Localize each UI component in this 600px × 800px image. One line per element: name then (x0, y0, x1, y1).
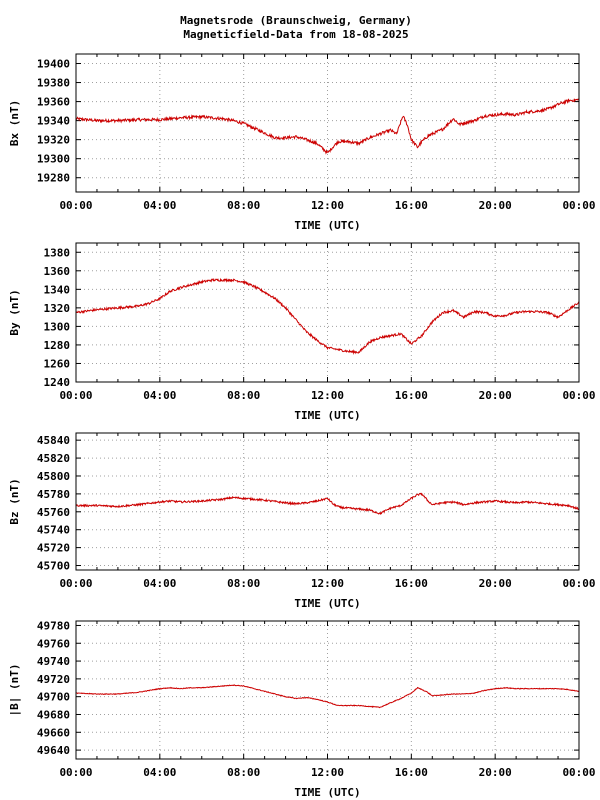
chart-panels: 00:00 04:00 08:00 12:00 16:00 20:00 00:00 19280… (8, 53, 596, 799)
panel-bx: 00:00 04:00 08:00 12:00 16:00 20:00 00:00 19280… (8, 53, 596, 232)
y-axis-label: Bz (nT) (8, 478, 21, 524)
plot-frame (75, 242, 580, 383)
x-tick-label: 00:00 (562, 199, 595, 212)
x-tick-label: 20:00 (479, 389, 512, 402)
y-tick-label: 45780 (37, 488, 70, 501)
y-tick-label: 1240 (44, 376, 71, 389)
y-tick-label: 19280 (37, 172, 70, 185)
plot-frame (75, 53, 580, 193)
y-tick-label: 1300 (44, 320, 71, 333)
x-tick-label: 00:00 (59, 766, 92, 779)
x-tick-label: 00:00 (562, 766, 595, 779)
y-tick-label: 1320 (44, 302, 71, 315)
x-tick-label: 20:00 (479, 199, 512, 212)
y-tick-label: 19320 (37, 134, 70, 147)
panel-btotal: 00:00 04:00 08:00 12:00 16:00 20:00 00:00 49640… (8, 619, 596, 799)
y-tick-label: 45800 (37, 470, 70, 483)
x-tick-label: 16:00 (395, 199, 428, 212)
x-tick-label: 04:00 (143, 766, 176, 779)
y-tick-label: 49760 (37, 637, 70, 650)
y-tick-label: 49740 (37, 655, 70, 668)
panel-bz: 00:00 04:00 08:00 12:00 16:00 20:00 00:00 45700… (8, 432, 596, 610)
x-tick-label: 12:00 (311, 199, 344, 212)
x-tick-label: 20:00 (479, 577, 512, 590)
panel-by: 00:00 04:00 08:00 12:00 16:00 20:00 00:0012401… (8, 242, 596, 422)
y-tick-label: 1340 (44, 283, 71, 296)
x-tick-label: 08:00 (227, 766, 260, 779)
y-axis-label: Bx (nT) (8, 100, 21, 146)
x-tick-label: 08:00 (227, 389, 260, 402)
y-tick-label: 49720 (37, 673, 70, 686)
series-line-btotal (75, 684, 580, 709)
x-tick-label: 04:00 (143, 199, 176, 212)
x-tick-label: 04:00 (143, 389, 176, 402)
y-tick-label: 19300 (37, 153, 70, 166)
x-tick-label: 00:00 (59, 199, 92, 212)
y-tick-label: 49660 (37, 726, 70, 739)
x-axis-label: TIME (UTC) (294, 409, 360, 422)
x-tick-label: 16:00 (395, 766, 428, 779)
y-tick-label: 49700 (37, 691, 70, 704)
x-tick-label: 00:00 (562, 389, 595, 402)
plot-frame (75, 620, 580, 760)
y-tick-label: 49780 (37, 619, 70, 632)
x-tick-label: 16:00 (395, 577, 428, 590)
x-axis-label: TIME (UTC) (294, 786, 360, 799)
x-axis-label: TIME (UTC) (294, 597, 360, 610)
y-tick-label: 1280 (44, 339, 71, 352)
x-tick-label: 08:00 (227, 199, 260, 212)
plot-frame (75, 432, 580, 571)
chart-title-line2: Magneticfield-Data from 18-08-2025 (183, 28, 408, 41)
x-tick-label: 16:00 (395, 389, 428, 402)
y-tick-label: 45740 (37, 524, 70, 537)
y-tick-label: 1380 (44, 246, 71, 259)
y-tick-label: 19380 (37, 77, 70, 90)
series-line-bz (75, 492, 580, 516)
y-tick-label: 49680 (37, 708, 70, 721)
y-tick-label: 19340 (37, 115, 70, 128)
y-axis-label: By (nT) (8, 289, 21, 335)
y-axis-label: |B| (nT) (8, 664, 21, 717)
y-tick-label: 45720 (37, 542, 70, 555)
y-tick-label: 1260 (44, 357, 71, 370)
x-tick-label: 04:00 (143, 577, 176, 590)
y-tick-label: 45820 (37, 452, 70, 465)
x-tick-label: 12:00 (311, 766, 344, 779)
series-line-bx (75, 98, 580, 155)
y-tick-label: 19400 (37, 58, 70, 71)
y-tick-label: 45700 (37, 560, 70, 573)
y-tick-label: 45840 (37, 434, 70, 447)
series-line-by (75, 277, 580, 355)
y-tick-label: 45760 (37, 506, 70, 519)
x-axis-label: TIME (UTC) (294, 219, 360, 232)
chart-title-line1: Magnetsrode (Braunschweig, Germany) (180, 14, 412, 27)
x-tick-label: 12:00 (311, 577, 344, 590)
x-tick-label: 00:00 (59, 389, 92, 402)
x-tick-label: 00:00 (562, 577, 595, 590)
y-tick-label: 19360 (37, 96, 70, 109)
y-tick-label: 49640 (37, 744, 70, 757)
x-tick-label: 08:00 (227, 577, 260, 590)
x-tick-label: 20:00 (479, 766, 512, 779)
x-tick-label: 12:00 (311, 389, 344, 402)
x-tick-label: 00:00 (59, 577, 92, 590)
y-tick-label: 1360 (44, 265, 71, 278)
